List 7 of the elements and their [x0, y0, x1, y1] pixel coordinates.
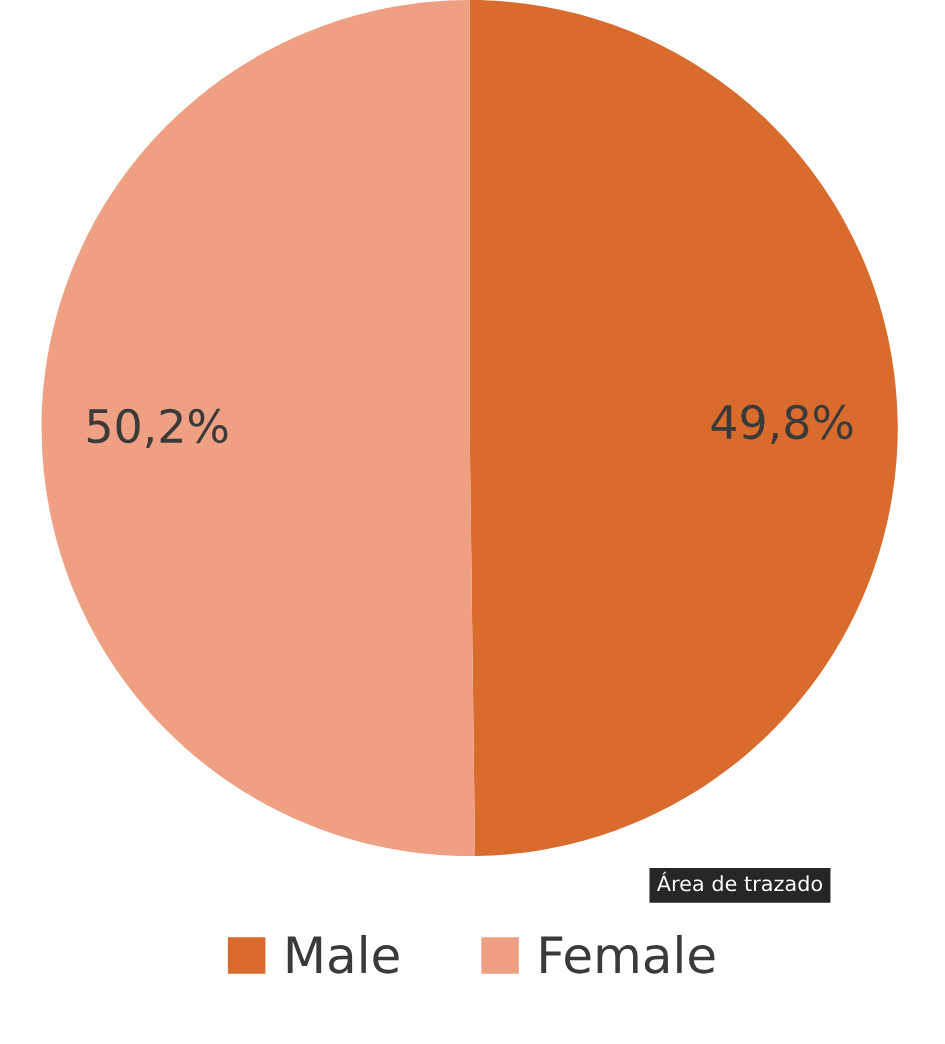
pie-slice [41, 0, 476, 857]
pie-slice [469, 0, 898, 857]
data-label: 50,2% [87, 408, 228, 448]
text: Área de trazado [656, 871, 823, 892]
legend-label: Female [541, 934, 715, 974]
legend-label: Male [287, 934, 399, 974]
data-label: 49,8% [711, 404, 853, 445]
